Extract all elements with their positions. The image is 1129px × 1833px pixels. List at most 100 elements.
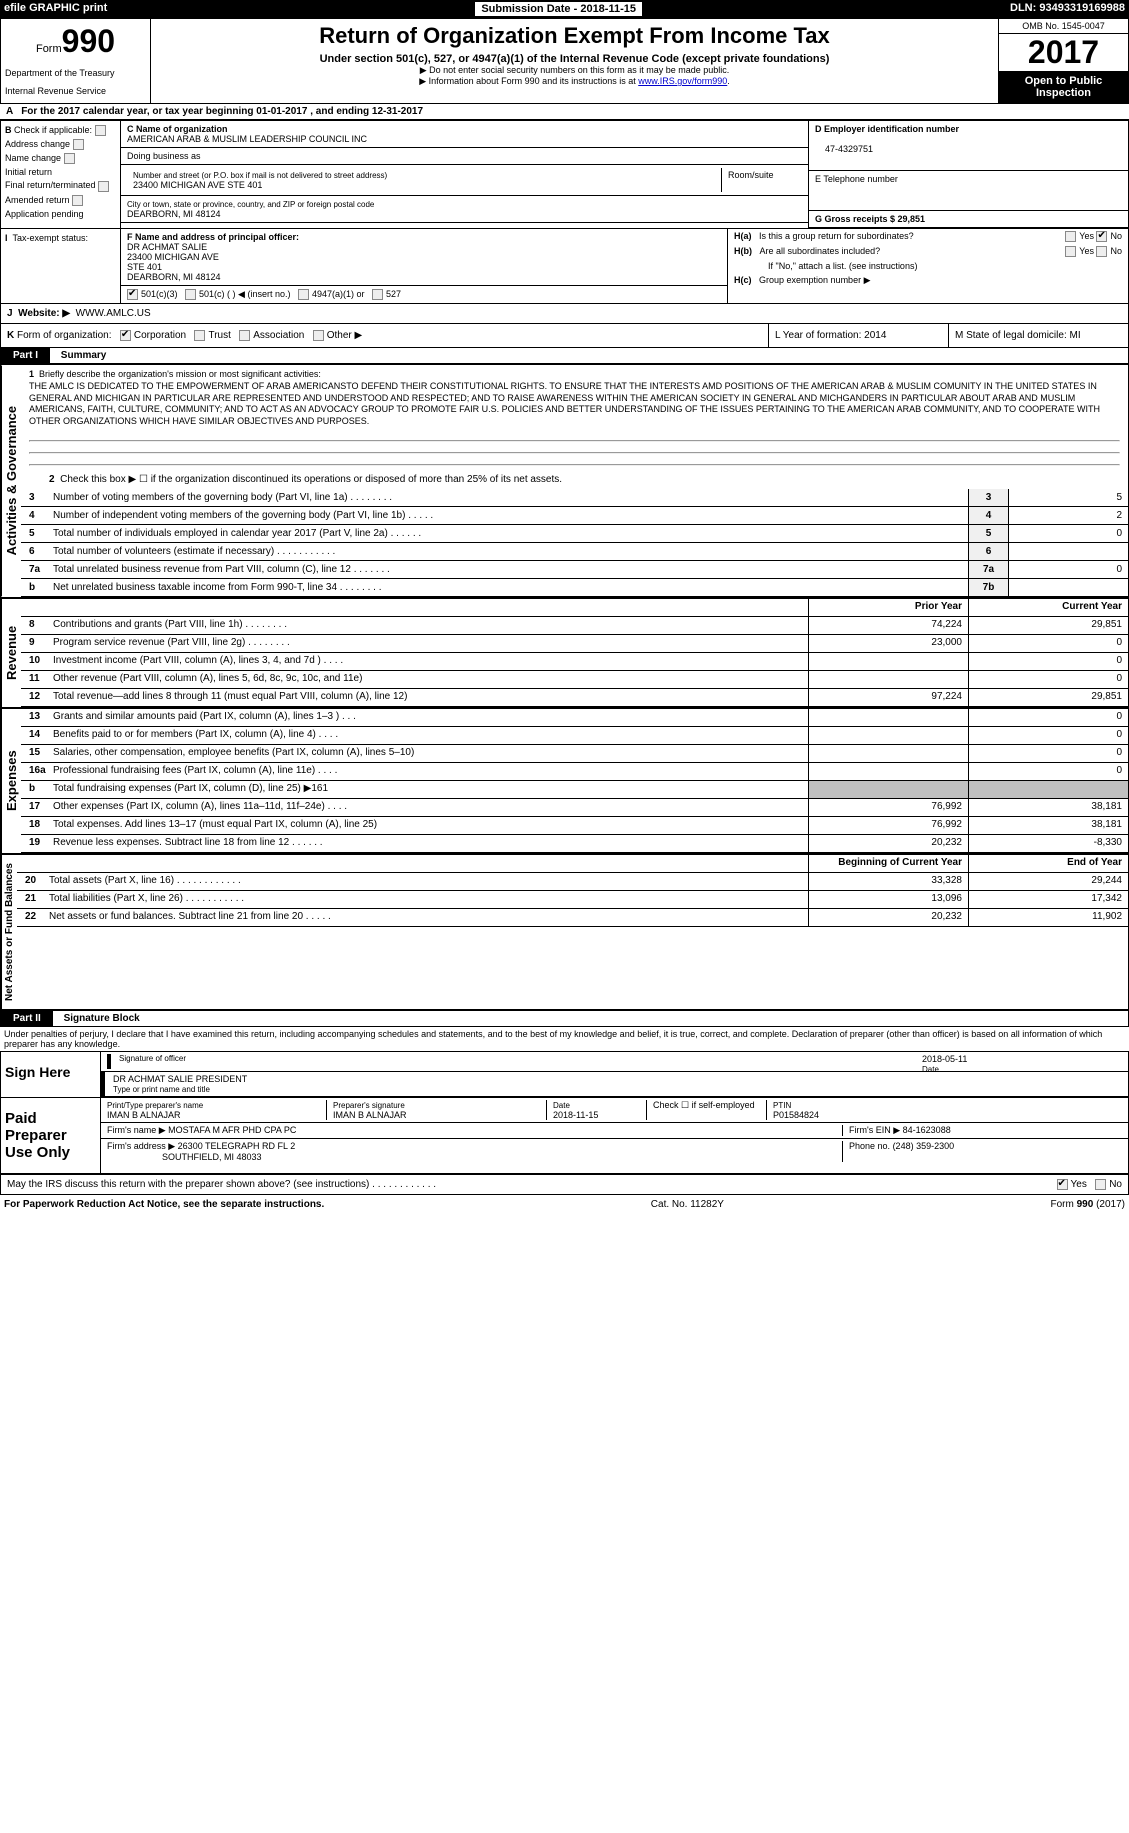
sign-here-label: Sign Here (1, 1052, 101, 1097)
gov-line-3: 3 Number of voting members of the govern… (21, 489, 1128, 507)
preparer-sig: IMAN B ALNAJAR (333, 1110, 407, 1120)
top-bar: efile GRAPHIC print Submission Date - 20… (0, 0, 1129, 18)
city-label: City or town, state or province, country… (127, 200, 374, 209)
line-9: 9 Program service revenue (Part VIII, li… (21, 635, 1128, 653)
signature-block: Sign Here Signature of officer 2018-05-1… (0, 1051, 1129, 1175)
line-16a: 16a Professional fundraising fees (Part … (21, 763, 1128, 781)
irs-link[interactable]: www.IRS.gov/form990 (638, 76, 727, 86)
expenses-section: Expenses 13 Grants and similar amounts p… (0, 708, 1129, 854)
form-header: Form990 Department of the Treasury Inter… (0, 18, 1129, 104)
subordinates-q: Are all subordinates included? (760, 246, 881, 257)
website-label: Website: ▶ (18, 308, 70, 319)
return-title: Return of Organization Exempt From Incom… (155, 23, 994, 49)
line-10: 10 Investment income (Part VIII, column … (21, 653, 1128, 671)
org-name: AMERICAN ARAB & MUSLIM LEADERSHIP COUNCI… (127, 134, 367, 144)
part2-title: Signature Block (64, 1013, 140, 1024)
final-return: Final return/terminated (5, 180, 116, 191)
initial-return: Initial return (5, 167, 116, 177)
submission-date: Submission Date - 2018-11-15 (475, 2, 642, 16)
group-return-q: Is this a group return for subordinates? (759, 231, 914, 242)
discuss-text: May the IRS discuss this return with the… (7, 1179, 436, 1190)
info-note: ▶ Information about Form 990 and its ins… (155, 76, 994, 87)
end-year-hdr: End of Year (968, 855, 1128, 872)
tax-year-line: A For the 2017 calendar year, or tax yea… (0, 104, 1129, 120)
501c3-check[interactable] (127, 289, 138, 300)
preparer-name: IMAN B ALNAJAR (107, 1110, 181, 1120)
prior-year-hdr: Prior Year (808, 599, 968, 616)
line-11: 11 Other revenue (Part VIII, column (A),… (21, 671, 1128, 689)
officer-label: F Name and address of principal officer: (127, 232, 299, 242)
governance-vlabel: Activities & Governance (1, 365, 21, 596)
org-city: DEARBORN, MI 48124 (127, 209, 221, 219)
app-pending: Application pending (5, 209, 116, 219)
line-20: 20 Total assets (Part X, line 16) . . . … (17, 873, 1128, 891)
firm-city: SOUTHFIELD, MI 48033 (162, 1152, 262, 1162)
perjury-text: Under penalties of perjury, I declare th… (0, 1027, 1129, 1051)
org-name-label: C Name of organization (127, 124, 228, 134)
form-number: Form990 (5, 23, 146, 60)
gov-line-7a: 7a Total unrelated business revenue from… (21, 561, 1128, 579)
state-domicile: M State of legal domicile: MI (948, 324, 1128, 347)
discuss-yes[interactable] (1057, 1179, 1068, 1190)
governance-section: Activities & Governance 1 Briefly descri… (0, 364, 1129, 597)
ptin-value: P01584824 (773, 1110, 819, 1120)
tax-exempt-label: Tax-exempt status: (13, 233, 89, 243)
revenue-section: Revenue Prior Year Current Year 8 Contri… (0, 598, 1129, 708)
open-public: Open to Public Inspection (999, 71, 1128, 103)
line-8: 8 Contributions and grants (Part VIII, l… (21, 617, 1128, 635)
gross-receipts: G Gross receipts $ 29,851 (809, 211, 1128, 228)
gov-line-6: 6 Total number of volunteers (estimate i… (21, 543, 1128, 561)
gov-line-4: 4 Number of independent voting members o… (21, 507, 1128, 525)
firm-phone: (248) 359-2300 (893, 1141, 955, 1151)
current-year-hdr: Current Year (968, 599, 1128, 616)
preparer-date: 2018-11-15 (553, 1110, 598, 1120)
tax-year: 2017 (999, 34, 1128, 71)
line2-text: Check this box ▶ ☐ if the organization d… (60, 474, 562, 485)
cat-no: Cat. No. 11282Y (651, 1199, 724, 1210)
website-value: WWW.AMLC.US (76, 308, 151, 319)
begin-year-hdr: Beginning of Current Year (808, 855, 968, 872)
officer-name: DR ACHMAT SALIE (127, 242, 207, 252)
line-21: 21 Total liabilities (Part X, line 26) .… (17, 891, 1128, 909)
checkbox-icon[interactable] (95, 125, 106, 136)
org-address: 23400 MICHIGAN AVE STE 401 (133, 180, 262, 190)
firm-addr: 26300 TELEGRAPH RD FL 2 (178, 1141, 296, 1151)
addr-label: Number and street (or P.O. box if mail i… (133, 171, 387, 180)
revenue-vlabel: Revenue (1, 599, 21, 707)
gov-line-5: 5 Total number of individuals employed i… (21, 525, 1128, 543)
firm-name: MOSTAFA M AFR PHD CPA PC (168, 1125, 296, 1135)
line-12: 12 Total revenue—add lines 8 through 11 … (21, 689, 1128, 707)
paid-preparer-label: Paid Preparer Use Only (1, 1098, 101, 1173)
assets-vlabel: Net Assets or Fund Balances (1, 855, 17, 1009)
line-13: 13 Grants and similar amounts paid (Part… (21, 709, 1128, 727)
mission-text: THE AMLC IS DEDICATED TO THE EMPOWERMENT… (29, 381, 1100, 426)
form-ref: Form 990 (2017) (1051, 1199, 1125, 1210)
line-18: 18 Total expenses. Add lines 13–17 (must… (21, 817, 1128, 835)
check-applicable: B Check if applicable: Address change Na… (1, 121, 121, 228)
gov-line-b: b Net unrelated business taxable income … (21, 579, 1128, 597)
expenses-vlabel: Expenses (1, 709, 21, 853)
dba-label: Doing business as (121, 148, 808, 165)
line-15: 15 Salaries, other compensation, employe… (21, 745, 1128, 763)
discuss-no[interactable] (1095, 1179, 1106, 1190)
paperwork-notice: For Paperwork Reduction Act Notice, see … (4, 1199, 324, 1210)
officer-typed-name: DR ACHMAT SALIE PRESIDENT (113, 1074, 247, 1084)
sig-date: 2018-05-11 (922, 1054, 967, 1064)
line-b: b Total fundraising expenses (Part IX, c… (21, 781, 1128, 799)
efile-label: efile GRAPHIC print (4, 2, 107, 16)
part1-title: Summary (61, 350, 107, 361)
line-19: 19 Revenue less expenses. Subtract line … (21, 835, 1128, 853)
line-17: 17 Other expenses (Part IX, column (A), … (21, 799, 1128, 817)
sig-officer-label: Signature of officer (119, 1054, 922, 1063)
firm-ein: 84-1623088 (903, 1125, 951, 1135)
part1-label: Part I (1, 348, 50, 363)
under-section: Under section 501(c), 527, or 4947(a)(1)… (155, 53, 994, 65)
name-change: Name change (5, 153, 116, 164)
omb-number: OMB No. 1545-0047 (999, 19, 1128, 34)
self-employed: Check ☐ if self-employed (647, 1100, 767, 1120)
part2-label: Part II (1, 1011, 53, 1026)
org-info-block: B Check if applicable: Address change Na… (0, 120, 1129, 229)
form-org-label: Form of organization: (17, 330, 112, 341)
line-14: 14 Benefits paid to or for members (Part… (21, 727, 1128, 745)
line-22: 22 Net assets or fund balances. Subtract… (17, 909, 1128, 927)
